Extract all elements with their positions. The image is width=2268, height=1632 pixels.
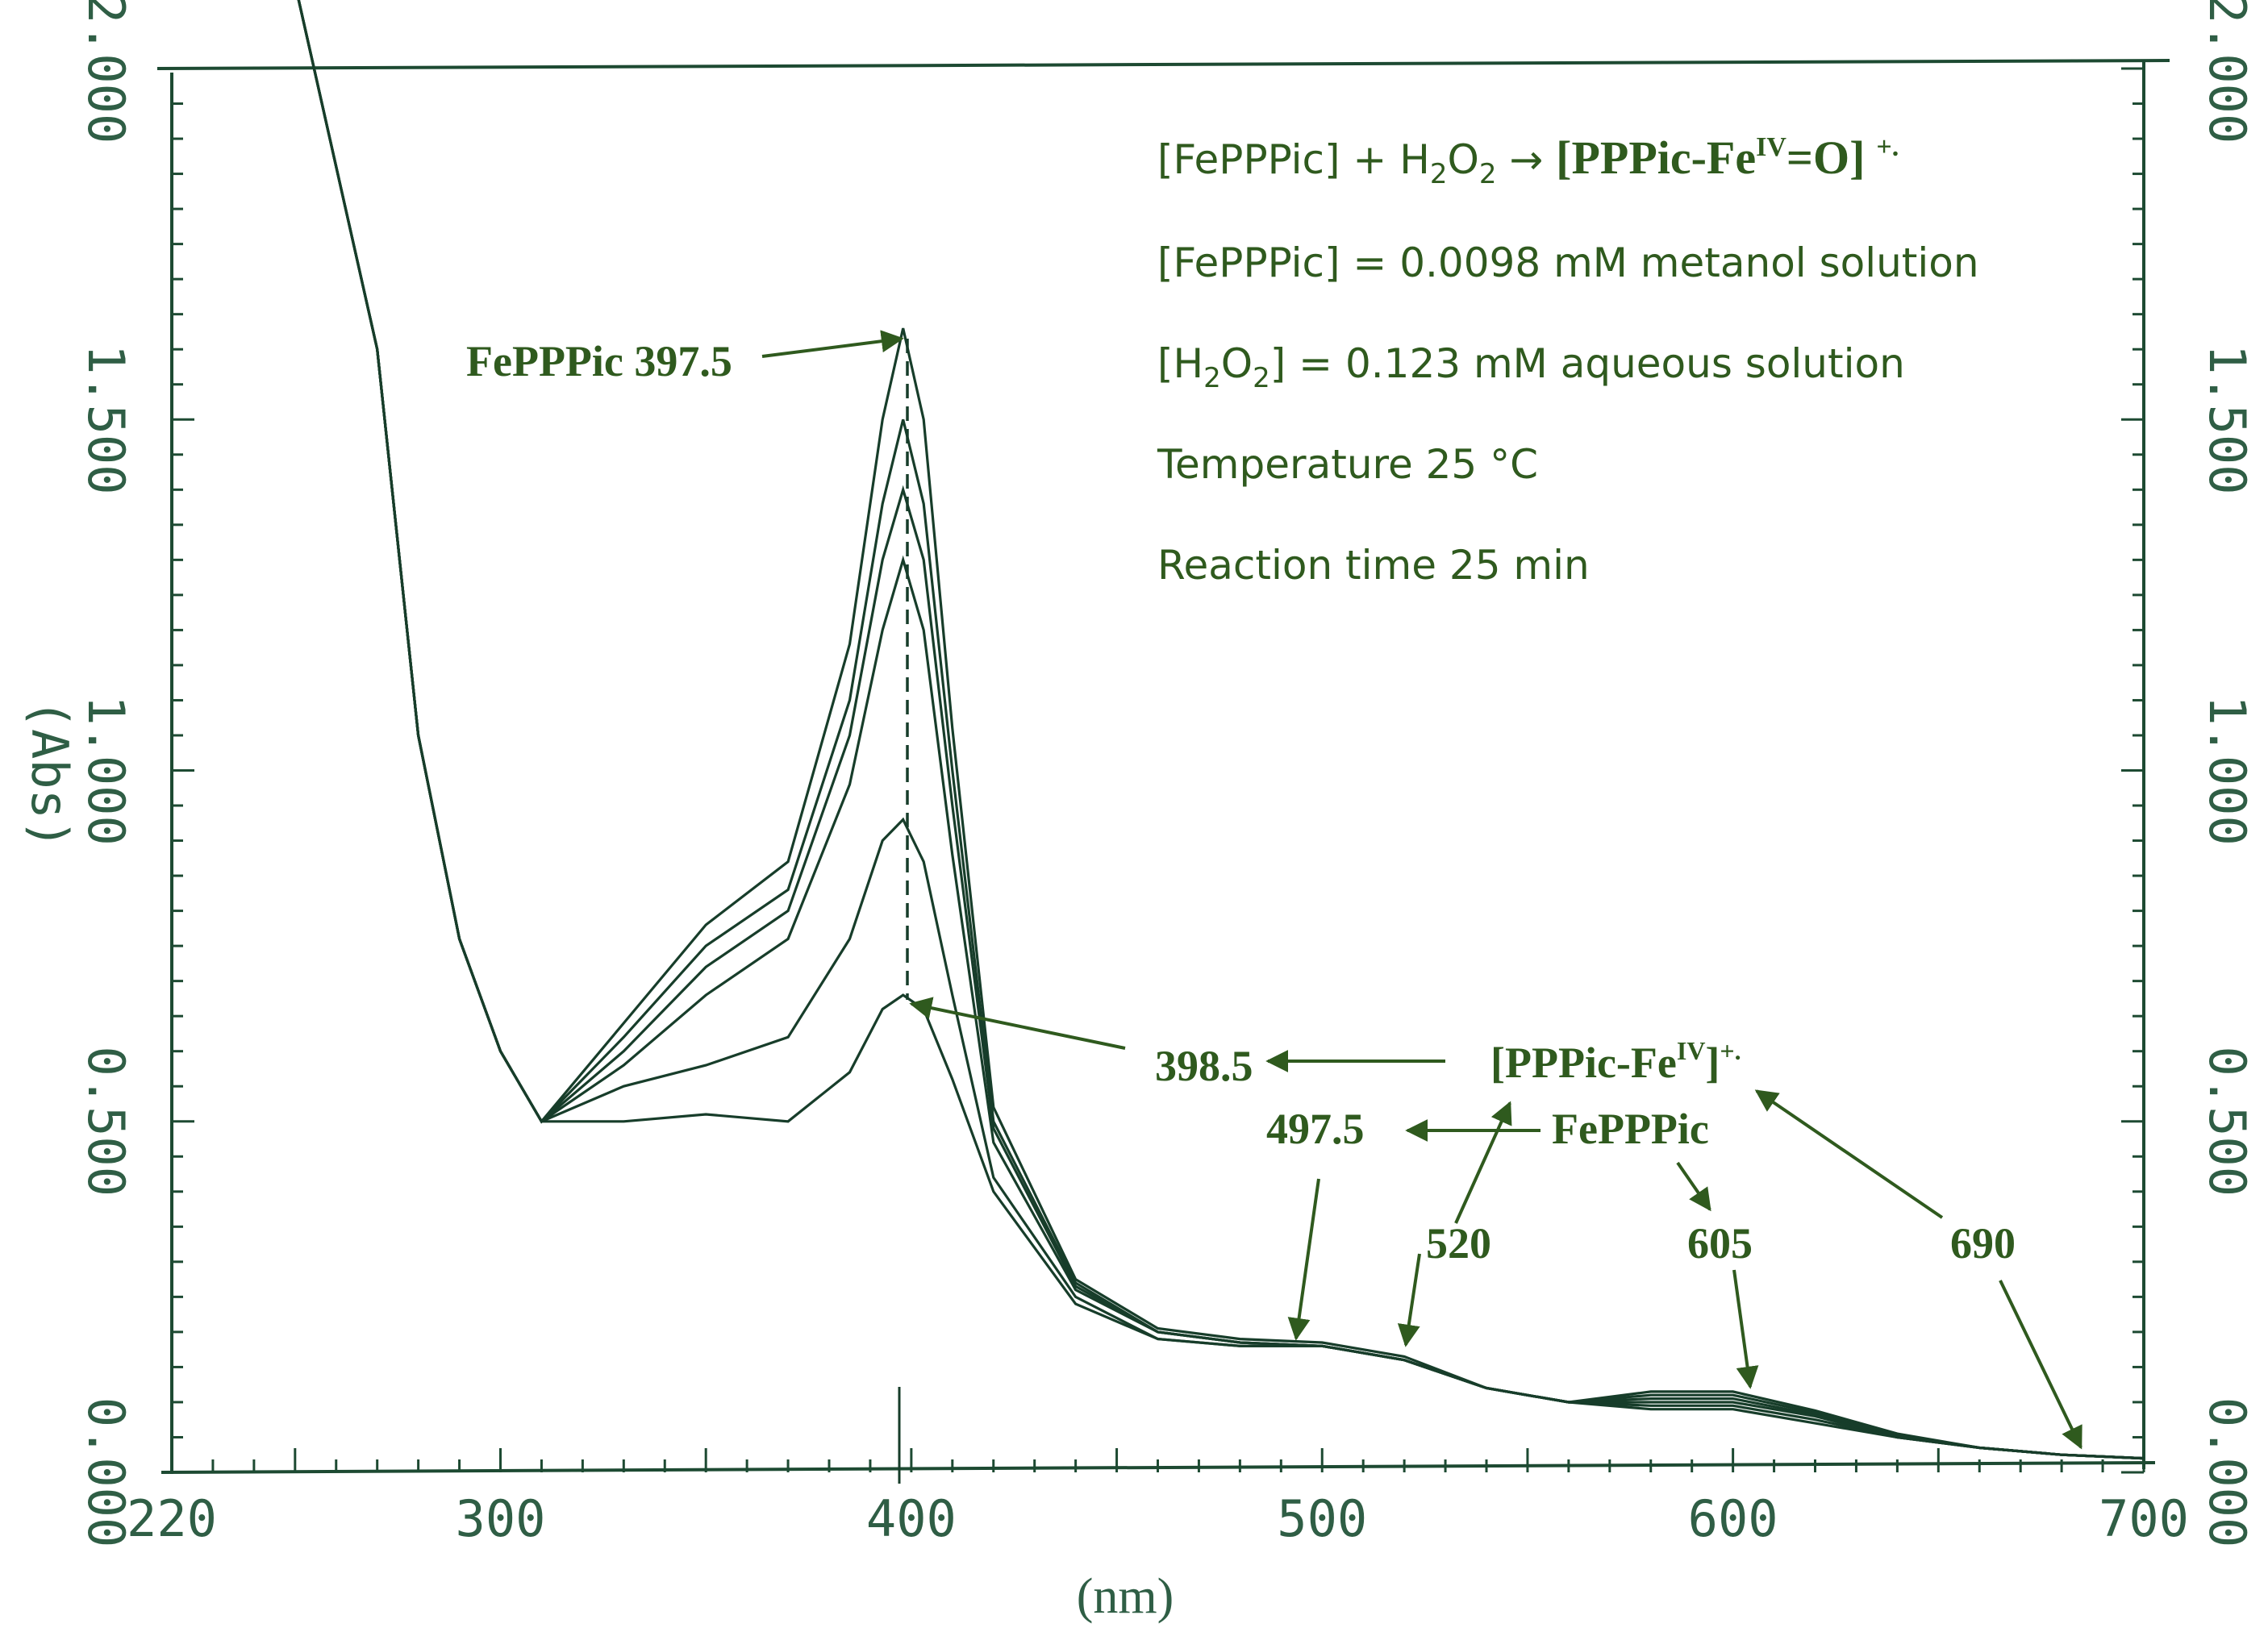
arrow-690-down: [1999, 1280, 2082, 1450]
temperature: Temperature 25 °C: [1157, 441, 1538, 488]
reaction-time: Reaction time 25 min: [1157, 542, 1590, 589]
annotation-690: 690: [1950, 1219, 2016, 1268]
annotation-398: 398.5: [1155, 1042, 1253, 1090]
annotation-497: 497.5: [1266, 1105, 1365, 1153]
arrow-fepppic-605: [1676, 1161, 1711, 1212]
reaction-equation: [FePPPic] + H2O2 → [PPPic-FeIV=O] +.: [1157, 131, 1899, 190]
spectrum-line-t4: [297, 0, 2145, 1460]
annotation-fepppic-397: FePPPic 397.5: [466, 337, 732, 385]
arrow-605-down: [1732, 1269, 1759, 1389]
y-tick-label-left: 0.500: [77, 1046, 135, 1197]
arrow-520-up: [1454, 1101, 1512, 1224]
reaction-info-box: [FePPPic] + H2O2 → [PPPic-FeIV=O] +. [FeP…: [1157, 131, 1979, 589]
y-tick-label-right: 2.000: [2198, 0, 2257, 144]
arrow-520-down: [1397, 1253, 1421, 1347]
spectrum-series: [297, 0, 2145, 1460]
x-tick-label: 400: [866, 1489, 957, 1548]
arrow-690-up: [1754, 1089, 1944, 1219]
spectrum-line-t5: [297, 0, 2145, 1460]
x-tick-label: 220: [127, 1489, 217, 1548]
annotation-pppic-feiv: [PPPic-FeIV]+.: [1490, 1036, 1741, 1087]
peak-annotations: FePPPic 397.5 398.5 [PPPic-FeIV]+. 497.5…: [466, 330, 2082, 1450]
axis-ticks: [172, 67, 2145, 1474]
y-tick-label-left: 0.000: [77, 1397, 135, 1548]
y-tick-label-left: 2.000: [77, 0, 135, 144]
y-tick-label-right: 0.000: [2198, 1397, 2257, 1548]
y-tick-label-right: 1.000: [2198, 695, 2257, 846]
y-axis-label: (Abs): [20, 699, 79, 850]
y-tick-label-right: 0.500: [2198, 1046, 2257, 1197]
h2o2-concentration: [H2O2] = 0.123 mM aqueous solution: [1157, 340, 1905, 394]
annotation-605: 605: [1687, 1219, 1753, 1268]
y-tick-label-left: 1.500: [77, 344, 135, 495]
spectrum-line-FePPPic: [297, 0, 2145, 1460]
annotation-fepppic: FePPPic: [1552, 1105, 1709, 1153]
x-tick-label: 700: [2099, 1489, 2189, 1548]
fepppic-concentration: [FePPPic] = 0.0098 mM metanol solution: [1157, 239, 1979, 286]
spectrum-line-t1: [297, 0, 2145, 1460]
y-tick-label-right: 1.500: [2198, 344, 2257, 495]
arrow-497-down: [1287, 1178, 1320, 1341]
spectrum-line-t2: [297, 0, 2145, 1460]
arrow-398: [909, 997, 1126, 1050]
y-tick-label-left: 1.000: [77, 695, 135, 846]
annotation-520: 520: [1426, 1219, 1491, 1268]
spectrum-line-t3: [297, 0, 2145, 1460]
x-tick-label: 600: [1688, 1489, 1778, 1548]
x-axis-label: (nm): [1077, 1569, 1174, 1624]
x-tick-label: 300: [456, 1489, 546, 1548]
x-tick-label: 500: [1277, 1489, 1367, 1548]
arrow-397: [761, 330, 904, 358]
